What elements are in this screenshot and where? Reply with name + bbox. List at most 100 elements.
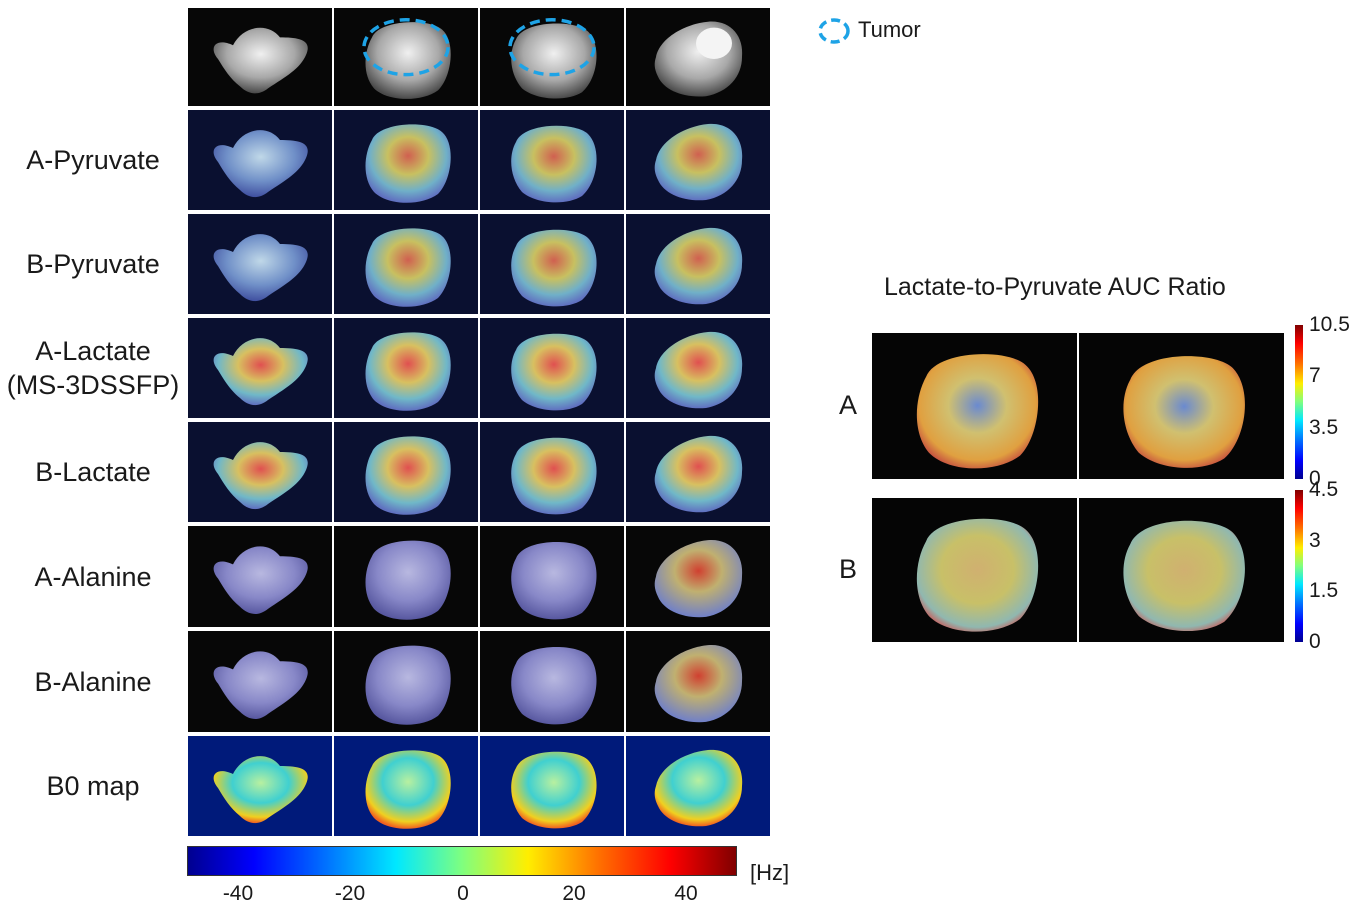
tissue-shape [511,541,597,620]
b0-tick-label: -40 [222,882,254,905]
image-tile [334,526,478,627]
tissue-shape [511,751,597,829]
tissue-shape [1123,356,1245,468]
tissue-shape [511,125,597,203]
tissue-shape [365,332,451,411]
row-label: B0 map [46,771,140,801]
tissue-shape [365,22,451,99]
row-label: B-Pyruvate [26,249,160,279]
ratio-image-tile [872,498,1077,642]
b0-colorbar [187,846,737,876]
image-tile [188,214,332,314]
ratio-colorbar [1295,325,1303,479]
bright-organ [696,27,732,59]
image-tile [334,214,478,314]
image-tile [626,422,770,522]
image-tile [188,631,332,732]
image-tile [188,526,332,627]
image-tile [480,8,624,106]
tumor-legend: Tumor [816,14,946,48]
image-tile [626,110,770,210]
ratio-row-label: B [838,554,857,584]
tissue-shape [365,228,451,307]
tissue-shape [511,229,597,307]
tissue-shape [511,23,597,99]
ratio-panel-title: Lactate-to-Pyruvate AUC Ratio [884,273,1226,301]
ratio-image-tile [1079,498,1284,642]
row-label: B-Lactate [35,457,151,487]
ratio-image-tile [872,333,1077,479]
tissue-shape [654,227,743,305]
ratio-row-label: A [838,390,857,420]
ratio-tick-label: 10.5 [1309,313,1350,336]
tissue-shape [213,546,308,614]
ratio-tick-label: 0 [1309,630,1321,653]
image-tile [334,110,478,210]
image-tile [626,736,770,836]
tissue-shape [1123,520,1245,632]
image-tile [480,526,624,627]
image-tile [626,526,770,627]
image-tile [334,736,478,836]
tissue-shape [654,21,743,97]
tissue-shape [654,749,743,827]
tumor-outline [508,18,596,77]
image-tile [480,422,624,522]
tissue-shape [654,123,743,201]
image-tile [188,318,332,418]
ratio-tick-label: 3 [1309,528,1321,552]
tissue-shape [365,124,451,203]
tissue-shape [916,518,1039,632]
ratio-image-tile [1079,333,1284,479]
image-tile [188,422,332,522]
tissue-shape [213,756,308,824]
image-tile [626,318,770,418]
tumor-dashed-circle-icon [818,18,850,44]
tissue-shape [365,645,451,725]
b0-colorbar-unit: [Hz] [750,860,790,885]
image-tile [480,214,624,314]
ratio-tick-label: 7 [1309,364,1321,388]
tissue-shape [365,540,451,620]
tissue-shape [916,354,1039,469]
tumor-outline [362,18,450,77]
ratio-tick-label: 4.5 [1309,478,1339,501]
tissue-shape [213,27,308,94]
row-label: A-Lactate (MS-3DSSFP) [6,336,180,400]
tissue-shape [213,130,308,198]
ratio-tick-label: 3.5 [1309,415,1339,439]
b0-tick-label: -20 [334,882,366,905]
tissue-shape [511,333,597,411]
image-tile [626,631,770,732]
tissue-shape [213,651,308,719]
tissue-shape [213,338,308,406]
tissue-shape [654,539,743,618]
image-tile [334,422,478,522]
tissue-shape [654,435,743,513]
ratio-tick-label: 1.5 [1309,579,1339,603]
tissue-shape [213,234,308,302]
image-tile [480,736,624,836]
ratio-tick-label: 0 [1309,467,1321,490]
b0-tick-label: 20 [562,882,586,905]
image-tile [334,8,478,106]
image-tile [480,631,624,732]
image-tile [188,8,332,106]
image-tile [188,736,332,836]
tissue-shape [365,750,451,829]
tissue-shape [654,331,743,409]
tissue-shape [511,437,597,515]
tissue-shape [511,646,597,725]
b0-tick-label: 0 [457,882,469,905]
image-tile [334,318,478,418]
image-tile [480,318,624,418]
image-tile [626,8,770,106]
tissue-shape [365,436,451,515]
row-label: A-Pyruvate [26,145,160,175]
tissue-shape [213,442,308,510]
image-tile [334,631,478,732]
ratio-colorbar [1295,490,1303,642]
tumor-legend-label: Tumor [858,17,921,42]
tissue-shape [654,644,743,723]
b0-tick-label: 40 [674,882,698,905]
